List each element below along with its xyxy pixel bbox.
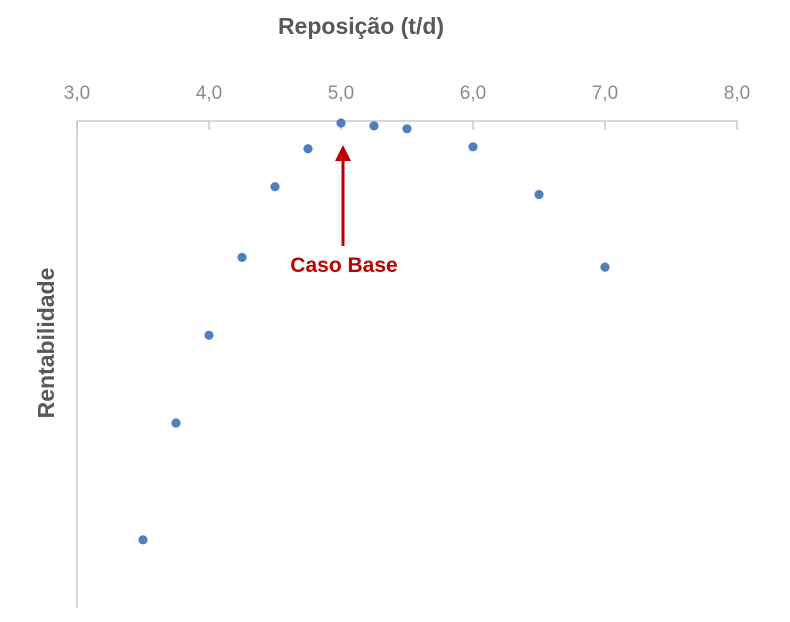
x-axis-title: Reposição (t/d)	[278, 13, 444, 39]
data-point	[171, 418, 181, 428]
x-tick-label: 4,0	[196, 83, 222, 104]
annotation-arrow-head	[335, 145, 351, 161]
x-tick-label: 3,0	[64, 83, 90, 104]
caso-base-annotation: Caso Base	[290, 145, 398, 277]
data-point	[336, 118, 346, 128]
y-axis-title: Rentabilidade	[33, 268, 59, 419]
data-point	[237, 252, 247, 262]
data-point	[402, 124, 412, 134]
data-point	[369, 121, 379, 131]
data-point	[270, 182, 280, 192]
data-point	[534, 189, 544, 200]
x-tick-label: 6,0	[460, 83, 486, 104]
x-tick-label: 7,0	[592, 83, 618, 104]
annotation-label: Caso Base	[290, 254, 397, 277]
data-point	[303, 144, 313, 154]
x-axis-ticks: 3,0 4,0 5,0 6,0 7,0 8,0	[64, 83, 750, 130]
data-point	[204, 330, 214, 340]
data-point	[468, 142, 478, 152]
x-tick-label: 8,0	[724, 83, 750, 104]
data-point	[138, 535, 148, 545]
data-points	[138, 118, 610, 545]
x-tick-label: 5,0	[328, 83, 354, 104]
data-point	[600, 262, 610, 272]
